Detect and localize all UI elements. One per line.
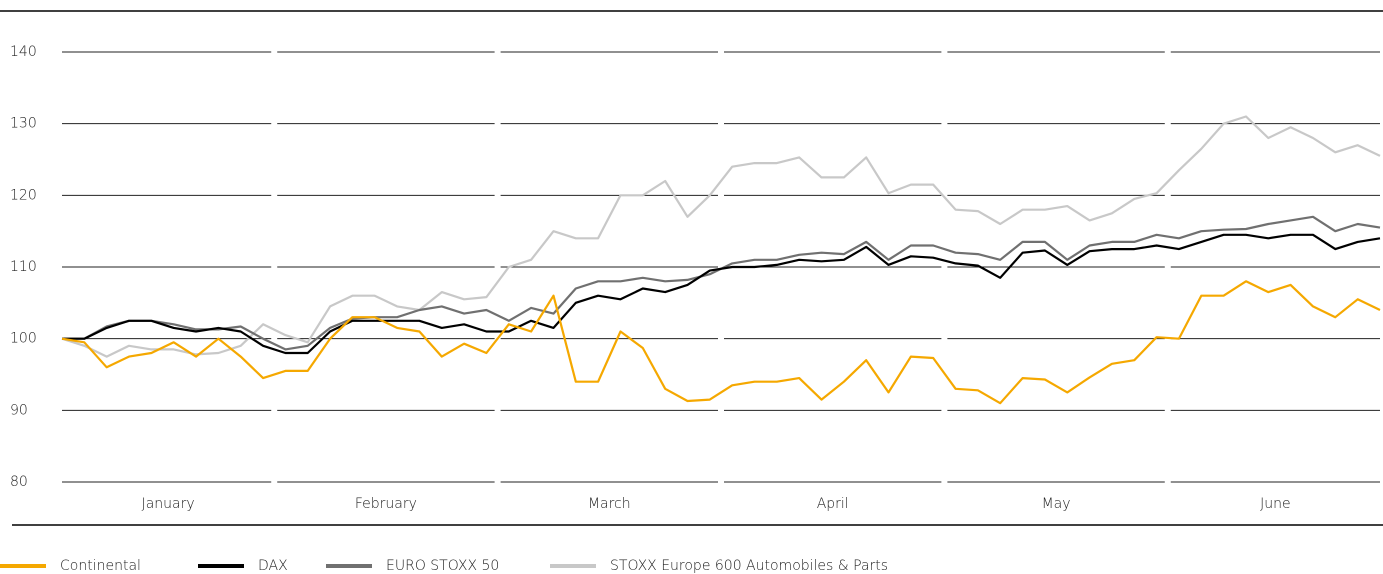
legend-label: EURO STOXX 50 (386, 558, 499, 574)
series-line (61, 115, 1381, 358)
x-tick-label: June (1260, 496, 1291, 512)
y-tick-label: 110 (10, 259, 37, 275)
y-tick-label: 140 (10, 44, 37, 60)
x-tick-label: May (1042, 496, 1071, 512)
legend-label: Continental (60, 558, 141, 574)
x-tick-label: April (817, 496, 849, 512)
y-tick-label: 120 (10, 187, 37, 203)
legend-label: DAX (258, 558, 288, 574)
series-line (62, 215, 1381, 351)
y-tick-label: 90 (10, 402, 28, 418)
series-line (61, 280, 1381, 405)
x-tick-label: March (588, 496, 631, 512)
y-tick-label: 80 (10, 474, 28, 490)
legend-label: STOXX Europe 600 Automobiles & Parts (610, 558, 888, 574)
x-tick-label: January (142, 496, 195, 512)
y-tick-label: 100 (10, 331, 37, 347)
series-line (62, 233, 1381, 355)
y-tick-label: 130 (10, 116, 37, 132)
x-tick-label: February (355, 496, 417, 512)
